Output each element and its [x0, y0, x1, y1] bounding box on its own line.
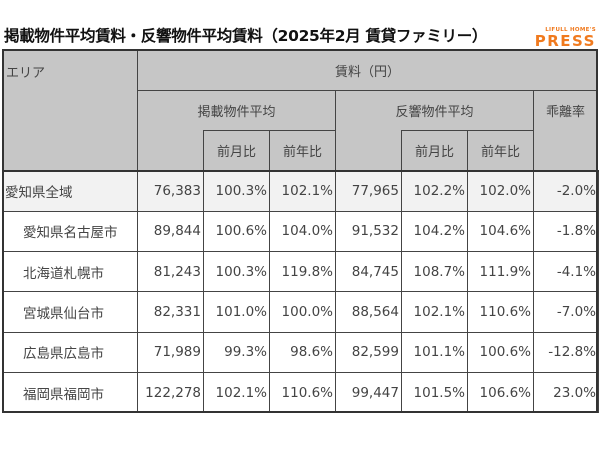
- cell-listed: 89,844: [137, 210, 204, 253]
- cell-inquiry-yoy: 102.0%: [467, 169, 534, 212]
- cell-inquiry-mom: 104.2%: [401, 210, 468, 253]
- cell-inquiry-mom: 101.5%: [401, 371, 468, 414]
- cell-listed-yoy: 98.6%: [269, 331, 336, 373]
- cell-area: 宮城県仙台市: [2, 291, 138, 333]
- header-listed-yoy: 前年比: [269, 130, 336, 171]
- cell-listed-mom: 102.1%: [203, 371, 270, 414]
- cell-area: 広島県広島市: [2, 331, 138, 373]
- cell-inquiry-yoy: 104.6%: [467, 210, 534, 253]
- header-listed-mom: 前月比: [203, 130, 270, 171]
- cell-listed-yoy: 110.6%: [269, 371, 336, 414]
- table-row: 宮城県仙台市 82,331 101.0% 100.0% 88,564 102.1% 110.…: [2, 291, 599, 333]
- cell-divergence: -7.0%: [533, 291, 599, 333]
- table-row: 愛知県名古屋市 89,844 100.6% 104.0% 91,532 104.2% 104…: [2, 210, 599, 253]
- cell-inquiry-mom: 102.2%: [401, 169, 468, 212]
- header-rent: 賃料（円）: [137, 49, 598, 91]
- header-divergence: 乖離率: [533, 90, 598, 171]
- cell-inquiry-mom: 102.1%: [401, 291, 468, 333]
- cell-listed: 82,331: [137, 291, 204, 333]
- cell-inquiry: 91,532: [335, 210, 402, 253]
- cell-inquiry: 82,599: [335, 331, 402, 373]
- cell-listed-mom: 100.3%: [203, 169, 270, 212]
- cell-inquiry: 77,965: [335, 169, 402, 212]
- cell-listed: 71,989: [137, 331, 204, 373]
- header-inquiry-mom: 前月比: [401, 130, 468, 171]
- cell-inquiry-yoy: 110.6%: [467, 291, 534, 333]
- rent-table: 愛知県全域 76,383 100.3% 102.1% 77,965 102.2% 102.0…: [2, 169, 599, 414]
- table-row: 広島県広島市 71,989 99.3% 98.6% 82,599 101.1% 100.6%…: [2, 331, 599, 373]
- cell-divergence: 23.0%: [533, 371, 599, 414]
- cell-listed-mom: 100.3%: [203, 251, 270, 293]
- cell-divergence: -2.0%: [533, 169, 599, 212]
- table-row: 愛知県全域 76,383 100.3% 102.1% 77,965 102.2% 102.0…: [2, 169, 599, 212]
- cell-listed: 76,383: [137, 169, 204, 212]
- cell-area: 北海道札幌市: [2, 251, 138, 293]
- cell-inquiry: 84,745: [335, 251, 402, 293]
- cell-inquiry-yoy: 106.6%: [467, 371, 534, 414]
- cell-listed-mom: 100.6%: [203, 210, 270, 253]
- cell-listed-yoy: 119.8%: [269, 251, 336, 293]
- cell-area: 愛知県名古屋市: [2, 210, 138, 253]
- lifull-press-logo: LIFULL HOME'S PRESS: [534, 27, 596, 50]
- table-row: 福岡県福岡市 122,278 102.1% 110.6% 99,447 101.5% 106…: [2, 371, 599, 414]
- cell-area: 愛知県全域: [2, 169, 138, 212]
- header-area: エリア: [2, 49, 138, 171]
- cell-inquiry-mom: 108.7%: [401, 251, 468, 293]
- cell-listed-mom: 99.3%: [203, 331, 270, 373]
- cell-inquiry-yoy: 111.9%: [467, 251, 534, 293]
- cell-area: 福岡県福岡市: [2, 371, 138, 414]
- cell-listed: 122,278: [137, 371, 204, 414]
- cell-divergence: -1.8%: [533, 210, 599, 253]
- cell-listed-yoy: 100.0%: [269, 291, 336, 333]
- table-row: 北海道札幌市 81,243 100.3% 119.8% 84,745 108.7% 111.…: [2, 251, 599, 293]
- cell-inquiry-yoy: 100.6%: [467, 331, 534, 373]
- cell-inquiry-mom: 101.1%: [401, 331, 468, 373]
- cell-inquiry: 99,447: [335, 371, 402, 414]
- cell-divergence: -4.1%: [533, 251, 599, 293]
- cell-listed-yoy: 104.0%: [269, 210, 336, 253]
- cell-listed-mom: 101.0%: [203, 291, 270, 333]
- header-inquiry-yoy: 前年比: [467, 130, 534, 171]
- cell-divergence: -12.8%: [533, 331, 599, 373]
- cell-listed-yoy: 102.1%: [269, 169, 336, 212]
- cell-listed: 81,243: [137, 251, 204, 293]
- cell-inquiry: 88,564: [335, 291, 402, 333]
- page-title: 掲載物件平均賃料・反響物件平均賃料（2025年2月 賃貸ファミリー）: [4, 27, 488, 45]
